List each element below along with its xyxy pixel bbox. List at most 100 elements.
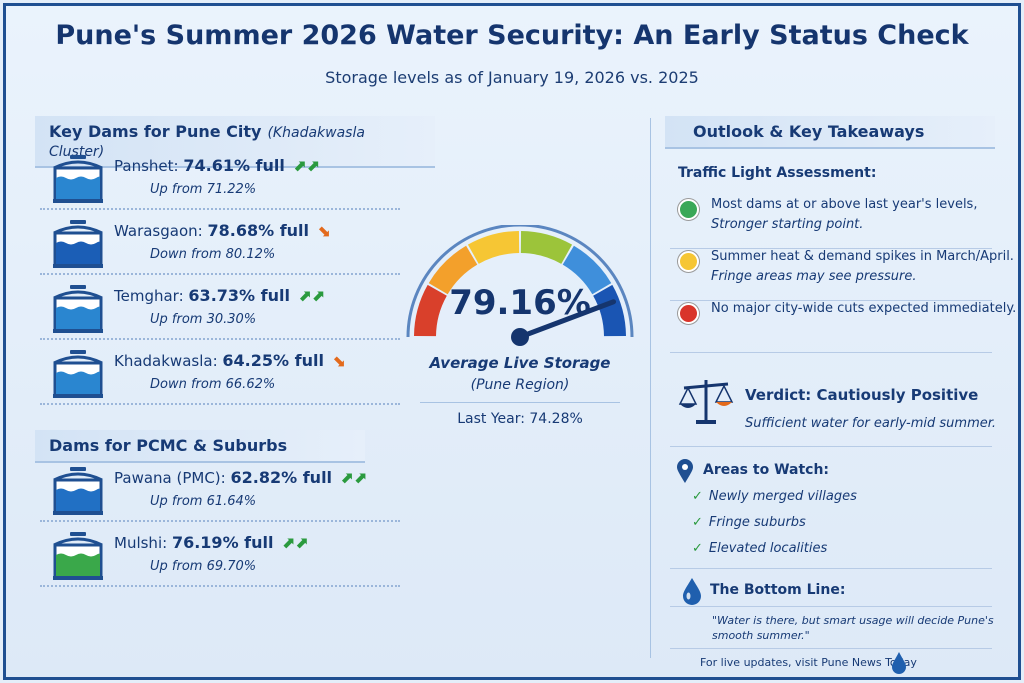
- check-icon: ✓: [692, 489, 703, 504]
- dam-name: Warasgaon:: [114, 222, 203, 240]
- traffic-title: Traffic Light Assessment:: [678, 165, 877, 181]
- dam-row: Warasgaon: 78.68% full ⬊ Down from 80.12%: [40, 215, 400, 275]
- gauge-needle: [517, 299, 617, 340]
- water-tank-icon: [53, 532, 103, 580]
- gauge-label: Average Live Storage: [429, 354, 611, 372]
- dam-previous: Down from 80.12%: [150, 247, 276, 262]
- gauge-segment: [562, 245, 612, 295]
- watch-item: ✓ Elevated localities: [692, 541, 827, 556]
- dam-level: 62.82% full: [230, 468, 333, 487]
- dam-name-value: Warasgaon: 78.68% full ⬊: [114, 221, 330, 240]
- dam-name: Khadakwasla:: [114, 352, 218, 370]
- dam-level: 74.61% full: [183, 156, 285, 175]
- traffic-line: No major city-wide cuts expected immedia…: [711, 301, 1017, 316]
- divider: [650, 118, 651, 658]
- watch-text: Newly merged villages: [708, 489, 857, 504]
- water-tank-icon: [53, 155, 103, 203]
- water-tank-icon: [53, 350, 103, 398]
- gauge-segment: [467, 231, 520, 265]
- location-pin-icon: [677, 459, 693, 483]
- water-drop-icon: [683, 578, 701, 605]
- verdict: Verdict: Cautiously Positive: [745, 386, 979, 404]
- dam-name-value: Temghar: 63.73% full ⬈⬈: [114, 286, 325, 305]
- footer-text: For live updates, visit Pune News Today: [700, 656, 917, 669]
- trend-up-icon: ⬈⬈: [340, 468, 367, 487]
- traffic-light-icon: [678, 303, 699, 324]
- check-icon: ✓: [692, 515, 703, 530]
- page-subtitle: Storage levels as of January 19, 2026 vs…: [325, 68, 699, 87]
- dam-name: Mulshi:: [114, 534, 168, 552]
- dam-row: Mulshi: 76.19% full ⬈⬈ Up from 69.70%: [40, 527, 400, 587]
- watch-item: ✓ Fringe suburbs: [692, 515, 806, 530]
- dam-name-value: Khadakwasla: 64.25% full ⬊: [114, 351, 345, 370]
- dam-level: 76.19% full: [171, 533, 274, 552]
- trend-up-icon: ⬈⬈: [281, 533, 309, 552]
- heading-text: Dams for PCMC & Suburbs: [49, 436, 288, 455]
- dam-row: Panshet: 74.61% full ⬈⬈ Up from 71.22%: [40, 150, 400, 210]
- dam-previous: Down from 66.62%: [150, 377, 276, 392]
- traffic-item: Most dams at or above last year's levels…: [711, 195, 977, 235]
- pcmc-dams-heading: Dams for PCMC & Suburbs: [35, 430, 365, 463]
- verdict-note: Sufficient water for early-mid summer.: [745, 416, 997, 431]
- bottom-line-title: The Bottom Line:: [710, 582, 846, 598]
- dam-name: Pawana (PMC):: [114, 469, 226, 487]
- trend-down-icon: ⬊: [331, 351, 346, 370]
- divider: [670, 648, 992, 649]
- gauge-value: 79.16%: [449, 283, 591, 323]
- heading-text: Outlook & Key Takeaways: [693, 122, 925, 141]
- trend-down-icon: ⬊: [317, 221, 331, 240]
- gauge-segment: [414, 284, 448, 337]
- traffic-line: Most dams at or above last year's levels…: [711, 197, 978, 212]
- dam-level: 63.73% full: [188, 286, 290, 305]
- traffic-line: Stronger starting point.: [711, 217, 864, 232]
- divider: [670, 300, 992, 301]
- traffic-item: Summer heat & demand spikes in March/Apr…: [711, 247, 1014, 287]
- traffic-light-icon: [678, 251, 699, 272]
- gauge-sublabel: (Pune Region): [470, 377, 570, 393]
- trend-up-icon: ⬈⬈: [292, 156, 320, 175]
- outlook-heading: Outlook & Key Takeaways: [665, 116, 995, 149]
- traffic-line: Fringe areas may see pressure.: [711, 269, 917, 284]
- check-icon: ✓: [692, 541, 703, 556]
- dam-previous: Up from 30.30%: [150, 312, 257, 327]
- dam-previous: Up from 61.64%: [150, 494, 257, 509]
- divider: [670, 248, 992, 249]
- gauge-segment: [592, 284, 626, 337]
- dam-row: Temghar: 63.73% full ⬈⬈ Up from 30.30%: [40, 280, 400, 340]
- dam-name: Panshet:: [114, 157, 179, 175]
- divider: [670, 352, 992, 353]
- water-tank-icon: [53, 467, 103, 515]
- water-tank-icon: [53, 220, 103, 268]
- watch-text: Elevated localities: [708, 541, 828, 556]
- dam-level: 78.68% full: [207, 221, 310, 240]
- gauge-segment: [520, 231, 573, 265]
- dam-previous: Up from 69.70%: [150, 559, 257, 574]
- heading-text: Key Dams for Pune City: [49, 122, 262, 141]
- dam-name: Temghar:: [114, 287, 184, 305]
- traffic-light-icon: [678, 199, 699, 220]
- divider: [670, 446, 992, 447]
- dam-row: Pawana (PMC): 62.82% full ⬈⬈ Up from 61.64…: [40, 462, 400, 522]
- last-year-value: Last Year: 74.28%: [420, 402, 620, 427]
- gauge-hub: [511, 328, 529, 346]
- infographic-frame: [3, 3, 1021, 680]
- water-drop-icon: [892, 652, 906, 674]
- scales-icon: [678, 380, 734, 424]
- pune-dams-heading: Key Dams for Pune City (Khadakwasla Clust…: [35, 116, 435, 168]
- bottom-line-quote: "Water is there, but smart usage will de…: [712, 614, 994, 642]
- dam-name-value: Mulshi: 76.19% full ⬈⬈: [114, 533, 308, 552]
- traffic-item: No major city-wide cuts expected immedia…: [711, 299, 1016, 319]
- dam-level: 64.25% full: [222, 351, 324, 370]
- divider: [670, 568, 992, 569]
- traffic-line: Summer heat & demand spikes in March/Apr…: [711, 249, 1014, 264]
- dam-previous: Up from 71.22%: [150, 182, 257, 197]
- watch-text: Fringe suburbs: [708, 515, 806, 530]
- gauge-segment: [428, 245, 478, 295]
- page-title: Pune's Summer 2026 Water Security: An Ea…: [55, 20, 969, 51]
- heading-note: (Khadakwasla Cluster): [49, 125, 365, 160]
- dam-name-value: Panshet: 74.61% full ⬈⬈: [114, 156, 320, 175]
- storage-gauge: [406, 225, 634, 346]
- watch-title: Areas to Watch:: [703, 462, 830, 478]
- trend-up-icon: ⬈⬈: [297, 286, 325, 305]
- dam-row: Khadakwasla: 64.25% full ⬊ Down from 66.62…: [40, 345, 400, 405]
